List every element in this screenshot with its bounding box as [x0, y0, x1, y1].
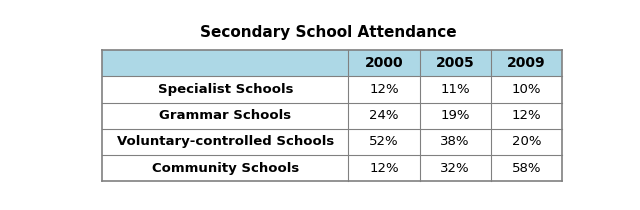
Text: 11%: 11%: [440, 83, 470, 96]
Text: 19%: 19%: [440, 109, 470, 122]
Text: 12%: 12%: [369, 83, 399, 96]
Text: 12%: 12%: [511, 109, 541, 122]
Text: Voluntary-controlled Schools: Voluntary-controlled Schools: [116, 135, 334, 148]
Text: Grammar Schools: Grammar Schools: [159, 109, 291, 122]
Text: 2005: 2005: [436, 56, 475, 70]
Text: 2000: 2000: [365, 56, 403, 70]
Text: 32%: 32%: [440, 162, 470, 175]
Text: 10%: 10%: [512, 83, 541, 96]
Text: 38%: 38%: [440, 135, 470, 148]
Bar: [102, 129, 562, 155]
Text: 24%: 24%: [369, 109, 399, 122]
Text: Secondary School Attendance: Secondary School Attendance: [200, 25, 456, 40]
Text: 20%: 20%: [512, 135, 541, 148]
Bar: [102, 103, 562, 129]
Bar: [102, 155, 562, 181]
Text: Community Schools: Community Schools: [152, 162, 299, 175]
Text: 58%: 58%: [512, 162, 541, 175]
Text: 52%: 52%: [369, 135, 399, 148]
Text: Specialist Schools: Specialist Schools: [157, 83, 293, 96]
Text: 2009: 2009: [507, 56, 546, 70]
Bar: [102, 50, 562, 76]
Bar: [102, 76, 562, 103]
Text: 12%: 12%: [369, 162, 399, 175]
